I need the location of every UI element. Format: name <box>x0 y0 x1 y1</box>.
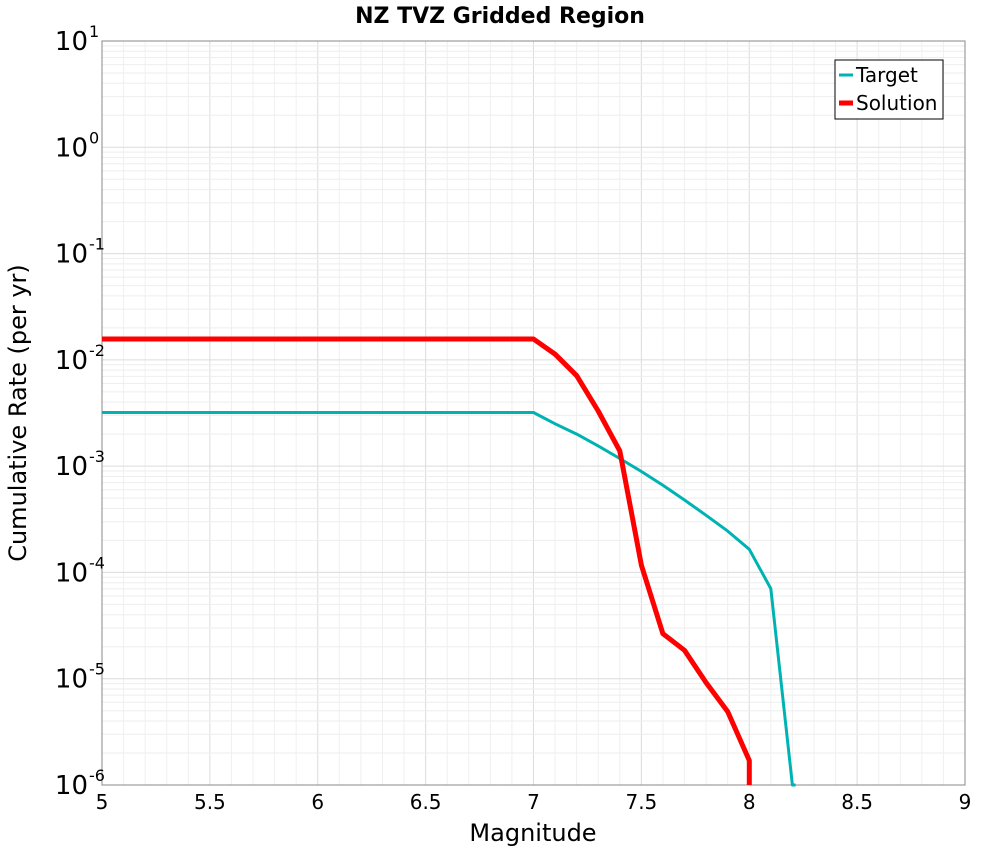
x-tick-label: 7 <box>527 790 540 814</box>
x-axis-label: Magnitude <box>469 819 596 847</box>
y-tick-exponent: 0 <box>89 128 99 147</box>
y-tick-label: 10 1 <box>55 22 99 57</box>
y-tick-label: 10 -1 <box>55 235 105 270</box>
x-tick-label: 6.5 <box>410 790 442 814</box>
series-line-solution <box>102 336 752 785</box>
y-tick-label: 10 -2 <box>55 341 105 376</box>
legend-box <box>834 59 944 120</box>
x-tick-label: 5.5 <box>194 790 226 814</box>
y-axis-label: Cumulative Rate (per yr) <box>4 264 32 562</box>
y-tick-base: 10 <box>55 665 88 695</box>
legend: Target Solution <box>834 59 944 120</box>
y-tick-base: 10 <box>55 771 88 801</box>
y-tick-exponent: -2 <box>89 341 105 360</box>
legend-label-solution: Solution <box>856 91 937 115</box>
series-lines <box>102 336 796 787</box>
y-tick-base: 10 <box>55 240 88 270</box>
y-tick-base: 10 <box>55 27 88 57</box>
y-tick-label: 10 -6 <box>55 766 105 801</box>
legend-label-target: Target <box>855 63 918 87</box>
y-tick-label: 10 -5 <box>55 660 105 695</box>
y-tick-label: 10 -3 <box>55 447 105 482</box>
y-tick-label: 10 -4 <box>55 553 105 588</box>
y-tick-label: 10 0 <box>55 128 99 163</box>
series-line-target <box>102 411 796 787</box>
y-tick-exponent: -1 <box>89 235 105 254</box>
chart-title: NZ TVZ Gridded Region <box>355 4 645 29</box>
y-tick-exponent: -4 <box>89 553 105 572</box>
y-tick-base: 10 <box>55 558 88 588</box>
x-tick-label: 8.5 <box>841 790 873 814</box>
y-tick-base: 10 <box>55 346 88 376</box>
y-tick-base: 10 <box>55 452 88 482</box>
x-tick-label: 5 <box>96 790 109 814</box>
y-tick-base: 10 <box>55 133 88 163</box>
x-tick-label: 9 <box>959 790 972 814</box>
y-tick-exponent: -6 <box>89 766 105 785</box>
y-tick-exponent: -3 <box>89 447 105 466</box>
y-tick-exponent: 1 <box>89 22 99 41</box>
y-tick-exponent: -5 <box>89 660 105 679</box>
x-tick-labels: 5 5.5 6 6.5 7 7.5 8 8.5 9 <box>96 790 972 814</box>
x-tick-label: 7.5 <box>625 790 657 814</box>
x-tick-label: 8 <box>743 790 756 814</box>
x-tick-label: 6 <box>311 790 324 814</box>
